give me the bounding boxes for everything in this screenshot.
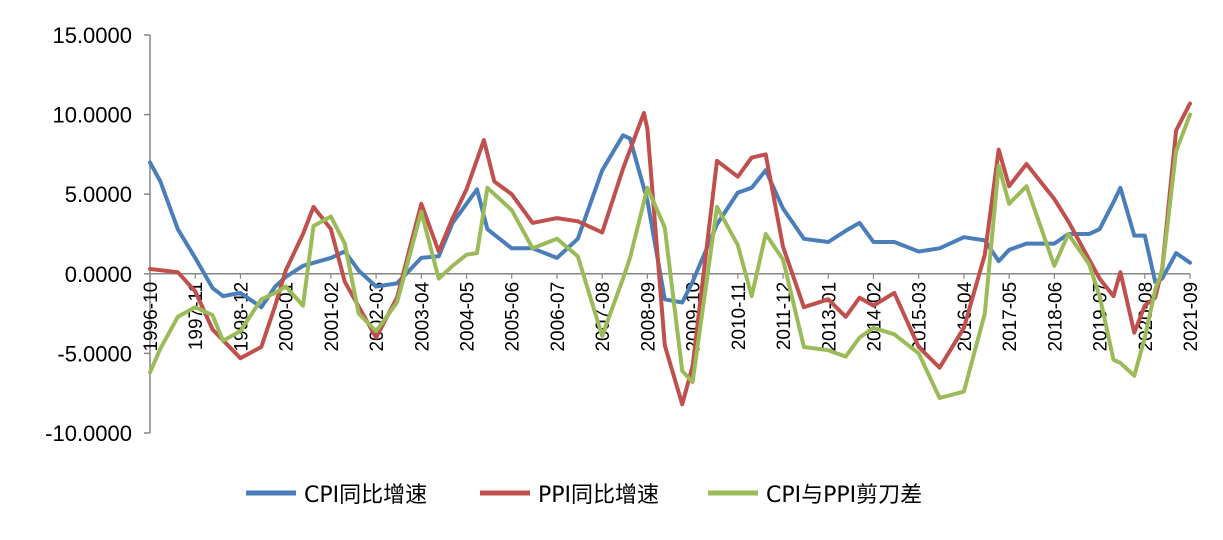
x-tick-label: 2015-03 [910,282,931,352]
y-tick-label: -5.0000 [57,341,132,366]
x-tick-label: 2006-07 [548,282,569,352]
series-line-3 [148,112,1192,400]
y-tick-label: -10.0000 [45,421,132,446]
x-tick-label: 2004-05 [458,282,479,352]
x-tick-label: 1996-10 [141,282,162,352]
x-tick-label: 2000-01 [277,282,298,352]
x-tick-label: 2008-09 [638,282,659,352]
legend: CPI同比增速 PPI同比增速 CPI与PPI剪刀差 [246,483,922,508]
x-tick-label: 2017-05 [1000,282,1021,352]
x-tick-label: 2013-01 [819,282,840,352]
x-tick-label: 2018-06 [1045,282,1066,352]
y-tick-label: 5.0000 [65,182,132,207]
plot-area [148,101,1192,407]
y-tick-label: 10.0000 [52,103,132,128]
x-tick-label: 2007-08 [593,282,614,352]
y-tick-label: 15.0000 [52,23,132,48]
y-tick-label: 0.0000 [65,262,132,287]
x-tick-label: 2021-09 [1181,282,1202,352]
series-line-1 [148,133,1192,310]
y-axis: 15.0000 10.0000 5.0000 0.0000 -5.0000 -10.000… [45,23,151,446]
legend-label: CPI同比增速 [304,483,427,508]
x-tick-label: 2014-02 [864,282,885,352]
x-tick-label: 2001-02 [322,282,343,352]
x-axis: 1996-10 1997-11 1998-12 2000-01 2001-02 2002-… [141,273,1202,352]
legend-label: CPI与PPI剪刀差 [766,483,922,508]
x-tick-label: 1997-11 [186,282,207,350]
legend-label: PPI同比增速 [538,483,659,508]
x-tick-label: 2010-11 [729,282,750,350]
x-tick-label: 2005-06 [503,282,524,352]
series-line-2 [148,101,1192,407]
x-tick-label: 2011-12 [774,282,795,350]
x-tick-label: 2003-04 [412,281,433,351]
